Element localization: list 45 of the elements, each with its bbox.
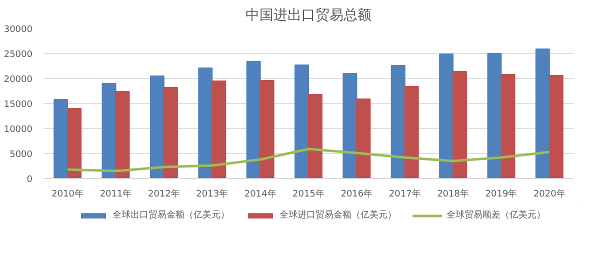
- legend-label: 全球出口贸易金额（亿美元）: [112, 209, 230, 222]
- legend-label: 全球进口贸易金额（亿美元）: [280, 209, 396, 222]
- bar: [535, 48, 550, 178]
- y-tick-label: 30000: [4, 25, 33, 35]
- x-tick-label: 2015年: [292, 188, 324, 200]
- bar: [390, 65, 406, 178]
- y-tick-label: 0: [26, 175, 33, 185]
- y-tick-label: 5000: [10, 150, 33, 160]
- bar: [150, 76, 164, 178]
- x-tick-label: 2011年: [100, 188, 132, 200]
- bar: [308, 94, 322, 178]
- bar: [548, 75, 564, 178]
- bar: [212, 80, 226, 178]
- y-tick-label: 10000: [4, 125, 33, 135]
- bar: [246, 61, 261, 178]
- bar: [487, 53, 502, 178]
- x-tick-label: 2014年: [244, 188, 276, 200]
- bar: [67, 108, 82, 178]
- x-tick-label: 2020年: [533, 188, 566, 200]
- bar: [102, 83, 116, 178]
- x-tick-label: 2012年: [148, 188, 180, 200]
- bar: [439, 54, 454, 178]
- bar: [54, 99, 68, 178]
- x-tick-label: 2017年: [388, 188, 421, 200]
- bar: [452, 71, 468, 178]
- y-tick-label: 25000: [4, 50, 33, 60]
- x-tick-label: 2016年: [340, 188, 373, 200]
- chart-title: 中国进出口贸易总额: [246, 8, 372, 24]
- bar: [500, 74, 516, 178]
- bar: [115, 91, 130, 178]
- x-tick-label: 2013年: [196, 188, 228, 200]
- legend-label: 全球贸易顺差（亿美元）: [446, 209, 546, 222]
- bar: [404, 86, 419, 178]
- x-tick-label: 2018年: [437, 188, 469, 200]
- x-tick-label: 2019年: [485, 188, 518, 200]
- line-series: [66, 148, 551, 172]
- y-tick-label: 20000: [4, 75, 33, 85]
- bar: [198, 68, 213, 178]
- bar: [342, 73, 358, 178]
- bar: [356, 98, 371, 178]
- bar: [260, 80, 274, 178]
- x-tick-label: 2010年: [52, 188, 84, 200]
- bar: [163, 87, 178, 178]
- y-tick-label: 15000: [4, 100, 33, 110]
- bar: [294, 64, 309, 178]
